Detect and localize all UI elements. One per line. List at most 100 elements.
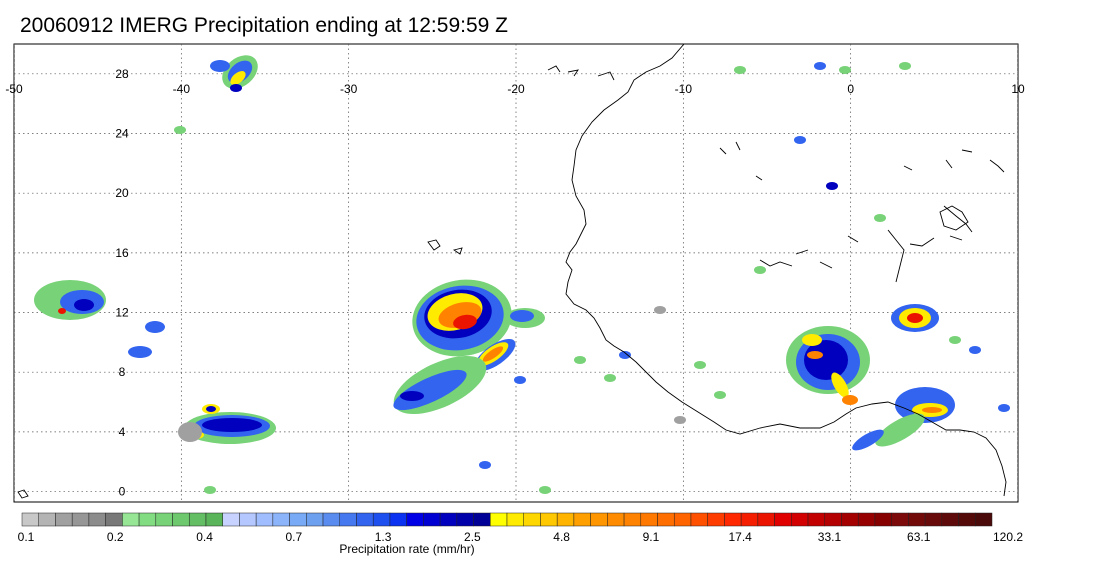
- lakes-rivers: [719, 141, 1005, 283]
- colorbar-tick-label: 4.8: [553, 530, 570, 544]
- lake-chad: [939, 205, 969, 231]
- colorbar-swatch: [155, 512, 173, 527]
- colorbar-tick-label: 2.5: [464, 530, 481, 544]
- precip-cell: [814, 62, 826, 70]
- colorbar-tick-label: 0.4: [196, 530, 213, 544]
- colorbar-tick-label: 0.2: [107, 530, 124, 544]
- precip-cell: [839, 66, 851, 74]
- colorbar-swatch: [590, 512, 608, 527]
- precip-cell: [210, 60, 230, 72]
- colorbar-swatch: [255, 512, 274, 527]
- colorbar-swatch: [205, 512, 223, 527]
- colorbar-swatch: [657, 512, 675, 527]
- colorbar-swatch: [623, 512, 642, 527]
- coastal-islands: [17, 65, 615, 499]
- colorbar-swatch: [523, 512, 541, 527]
- colorbar-swatch: [690, 512, 708, 527]
- colorbar-swatch: [289, 512, 307, 527]
- colorbar-swatch: [439, 512, 458, 527]
- colorbar-tick-label: 1.3: [375, 530, 392, 544]
- precip-cell: [831, 372, 849, 398]
- precip-cell: [734, 66, 746, 74]
- colorbar-swatch: [306, 512, 324, 527]
- colorbar-swatch: [456, 512, 474, 527]
- precip-cell: [802, 334, 822, 346]
- axis-tick-labels: -50 -40 -30 -20 -10 0 10 28 24 20 16 12 8 4 0: [5, 67, 1025, 499]
- colorbar-swatch: [857, 512, 876, 527]
- precip-cell: [230, 84, 242, 92]
- precip-cell: [58, 308, 66, 314]
- colorbar-swatch: [105, 512, 123, 527]
- colorbar-swatch: [556, 512, 575, 527]
- precip-cell: [852, 429, 884, 451]
- precip-cell: [178, 422, 202, 442]
- colorbar-swatch: [55, 512, 73, 527]
- colorbar-swatch: [38, 512, 56, 527]
- colorbar-swatch: [506, 512, 524, 527]
- precip-cell: [400, 391, 424, 401]
- precip-cell: [654, 306, 666, 314]
- colorbar-swatch: [473, 512, 491, 527]
- precip-cell: [202, 418, 262, 432]
- colorbar-swatch: [21, 512, 39, 527]
- precip-cell: [206, 406, 216, 412]
- colorbar-swatch: [673, 512, 692, 527]
- colorbar-swatch: [908, 512, 926, 527]
- precip-cell: [998, 404, 1010, 412]
- colorbar-tick-label: 120.2: [993, 530, 1023, 544]
- lat-tick-label: 8: [119, 365, 126, 379]
- colorbar-swatch: [122, 512, 140, 527]
- precip-cell: [969, 346, 981, 354]
- lon-tick-label: 10: [1011, 82, 1025, 96]
- colorbar-swatch: [774, 512, 792, 527]
- colorbar-swatch: [724, 512, 742, 527]
- colorbar-swatch: [757, 512, 775, 527]
- colorbar-swatch: [406, 512, 424, 527]
- colorbar-tick-label: 0.1: [18, 530, 35, 544]
- colorbar-swatch: [841, 512, 859, 527]
- colorbar-swatch: [740, 512, 759, 527]
- colorbar-swatch: [791, 512, 809, 527]
- precip-cell: [826, 182, 838, 190]
- colorbar-swatch: [389, 512, 407, 527]
- colorbar-swatch: [707, 512, 725, 527]
- colorbar-swatch: [423, 512, 441, 527]
- colorbar-swatch: [71, 512, 90, 527]
- colorbar-swatch: [824, 512, 842, 527]
- precip-cell: [899, 62, 911, 70]
- colorbar-swatch: [807, 512, 826, 527]
- lon-tick-label: -30: [340, 82, 358, 96]
- colorbar-swatch: [924, 512, 943, 527]
- colorbar-swatch: [138, 512, 157, 527]
- colorbar-swatch: [958, 512, 976, 527]
- precip-cell: [574, 356, 586, 364]
- precip-cell: [842, 395, 858, 405]
- precip-cell: [949, 336, 961, 344]
- precip-cell: [714, 391, 726, 399]
- lat-tick-label: 0: [119, 485, 126, 499]
- colorbar-swatch: [222, 512, 240, 527]
- colorbar-swatch: [490, 512, 508, 527]
- lon-tick-label: -10: [675, 82, 693, 96]
- west-africa-coastline: [565, 44, 1007, 497]
- colorbar-swatch: [975, 512, 993, 527]
- colorbar-swatch: [941, 512, 959, 527]
- colorbar-swatch: [172, 512, 190, 527]
- colorbar-swatch: [874, 512, 892, 527]
- lon-tick-label: -20: [507, 82, 525, 96]
- colorbar: 0.1 0.2 0.4 0.7 1.3 2.5 4.8 9.1 17.4 33.1 63.1 120.…: [18, 512, 1023, 544]
- colorbar-swatch: [891, 512, 909, 527]
- colorbar-swatch: [188, 512, 207, 527]
- colorbar-swatch: [540, 512, 558, 527]
- precip-cell: [74, 299, 94, 311]
- coastline: [17, 44, 1007, 499]
- lat-tick-label: 16: [115, 246, 129, 260]
- precip-cell: [174, 126, 186, 134]
- lat-tick-label: 20: [115, 186, 129, 200]
- colorbar-swatch: [88, 512, 106, 527]
- precip-cell: [807, 351, 823, 359]
- colorbar-tick-label: 17.4: [729, 530, 753, 544]
- lat-tick-label: 4: [119, 425, 126, 439]
- precip-cell: [230, 71, 246, 85]
